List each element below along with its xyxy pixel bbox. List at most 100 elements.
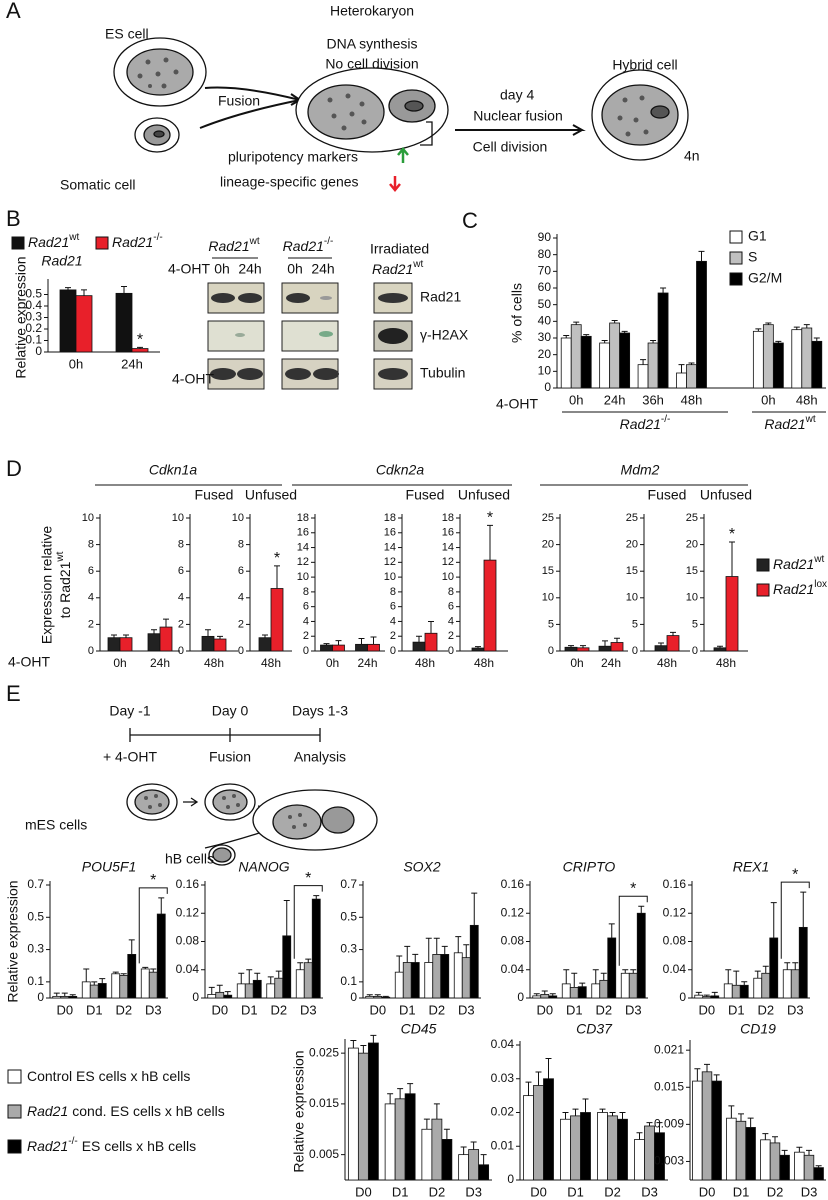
x-tick-label: 24h xyxy=(357,656,377,670)
y-tick-label: 8 xyxy=(238,539,244,551)
y-tick-label: 0.021 xyxy=(654,1042,684,1056)
chart-title: CD45 xyxy=(401,1021,437,1037)
y-tick-label: 0 xyxy=(544,380,551,394)
error-bar xyxy=(463,944,470,958)
error-bar xyxy=(128,939,135,955)
gene-title: Cdkn1a xyxy=(149,462,197,478)
error-bar xyxy=(297,962,304,970)
y-tick-label: 0 xyxy=(632,645,638,657)
y-tick-label: 14 xyxy=(384,541,396,553)
error-bar xyxy=(335,640,342,646)
x-tick-label: D1 xyxy=(566,1002,583,1017)
error-bar xyxy=(224,991,231,996)
y-tick-label: 12 xyxy=(297,556,309,568)
bar xyxy=(801,327,813,389)
legend-sup: -/- xyxy=(153,232,162,243)
x-tick-label: D0 xyxy=(536,1002,553,1017)
chart-title: REX1 xyxy=(733,859,770,875)
y-tick-label: 8 xyxy=(178,539,184,551)
diagram-label: Cell division xyxy=(473,139,548,155)
diagram-label: Heterokaryon xyxy=(330,3,414,19)
bar xyxy=(148,971,158,999)
error-bar xyxy=(205,629,211,637)
error-bar xyxy=(688,362,695,365)
error-bar xyxy=(772,1136,778,1143)
chart-title: CRIPTO xyxy=(563,859,616,875)
diagram-label: Somatic cell xyxy=(60,177,135,193)
error-bar xyxy=(563,335,570,338)
x-tick-label: D3 xyxy=(300,1002,317,1017)
chart-title: Unfused xyxy=(245,487,297,503)
legend-label: Rad21wt xyxy=(28,232,79,250)
error-bar xyxy=(630,969,637,974)
x-tick-label: D2 xyxy=(757,1002,774,1017)
x-tick-label: 48h xyxy=(261,656,281,670)
y-tick-label: 30 xyxy=(538,330,552,344)
error-bar xyxy=(69,994,76,997)
bar xyxy=(258,637,272,652)
bar xyxy=(798,926,808,999)
x-tick-label: D2 xyxy=(115,1002,132,1017)
bar xyxy=(303,962,313,999)
error-bar xyxy=(619,1112,626,1120)
error-bar xyxy=(433,1103,440,1120)
bar xyxy=(523,1095,534,1181)
x-tick-label: 24h xyxy=(150,656,170,670)
bar xyxy=(140,968,150,999)
x-tick-label: 0h xyxy=(569,392,583,407)
x-tick-label: 36h xyxy=(642,392,664,407)
bar xyxy=(702,996,712,999)
error-bar xyxy=(305,958,312,963)
y-tick-label: 0.01 xyxy=(491,1138,515,1152)
x-axis-label: 4-OHT xyxy=(496,396,538,412)
y-tick-label: 14 xyxy=(297,541,309,553)
blot-time: 24h xyxy=(238,261,261,277)
error-bar xyxy=(725,969,732,984)
bar xyxy=(252,979,262,999)
bar xyxy=(440,954,450,999)
error-bar xyxy=(480,1154,487,1165)
error-bar xyxy=(614,637,620,643)
error-bar xyxy=(53,992,60,997)
x-tick-label: D0 xyxy=(355,1184,372,1199)
y-tick-label: 12 xyxy=(442,556,454,568)
error-bar xyxy=(274,565,280,589)
y-tick-label: 8 xyxy=(390,586,396,598)
y-tick-label: 20 xyxy=(542,539,554,551)
y-tick-label: 0.003 xyxy=(654,1154,684,1168)
y-tick-label: 20 xyxy=(626,539,638,551)
bar xyxy=(779,1154,790,1181)
y-tick-label: 2 xyxy=(448,630,454,642)
error-bar xyxy=(374,994,381,997)
bar xyxy=(694,994,704,999)
blot-header: Rad21wt xyxy=(208,236,259,254)
y-tick-label: 0 xyxy=(679,990,686,1004)
bar xyxy=(580,1112,591,1181)
bar xyxy=(813,1167,824,1181)
legend-text: Rad21 xyxy=(773,581,814,597)
annotation: * xyxy=(150,872,156,889)
blot-header: Rad21-/- xyxy=(283,236,334,254)
error-bar xyxy=(770,902,777,938)
bar xyxy=(68,995,78,999)
error-bar xyxy=(123,634,129,638)
bar xyxy=(782,969,792,999)
bar xyxy=(599,342,611,389)
diagram-label: hB cells xyxy=(165,851,214,867)
bar xyxy=(543,1078,554,1181)
y-tick-label: 0 xyxy=(35,344,42,358)
y-tick-label: 10 xyxy=(384,571,396,583)
bar xyxy=(636,912,646,999)
bar xyxy=(560,1118,571,1181)
x-tick-label: D1 xyxy=(733,1184,750,1199)
y-axis-label: % of cells xyxy=(509,283,525,343)
bar xyxy=(394,1098,406,1181)
error-bar xyxy=(433,937,440,955)
y-tick-label: 0.5 xyxy=(25,287,42,301)
y-tick-label: 0 xyxy=(178,645,184,657)
legend-label: Rad21wt xyxy=(773,554,824,572)
x-tick-label: D3 xyxy=(145,1002,162,1017)
x-tick-label: D3 xyxy=(625,1002,642,1017)
y-tick-label: 0.015 xyxy=(309,1096,339,1110)
chart-title: CD37 xyxy=(576,1021,613,1037)
